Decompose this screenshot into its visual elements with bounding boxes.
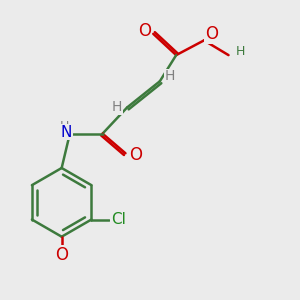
Text: O: O (139, 22, 152, 40)
Text: H: H (164, 69, 175, 83)
Text: H: H (57, 254, 66, 267)
Text: H: H (235, 45, 245, 58)
Text: Cl: Cl (111, 212, 126, 227)
Text: H: H (59, 120, 69, 133)
Text: O: O (55, 246, 68, 264)
Text: O: O (205, 25, 218, 43)
Text: N: N (61, 124, 72, 140)
Text: H: H (112, 100, 122, 115)
Text: O: O (129, 146, 142, 164)
